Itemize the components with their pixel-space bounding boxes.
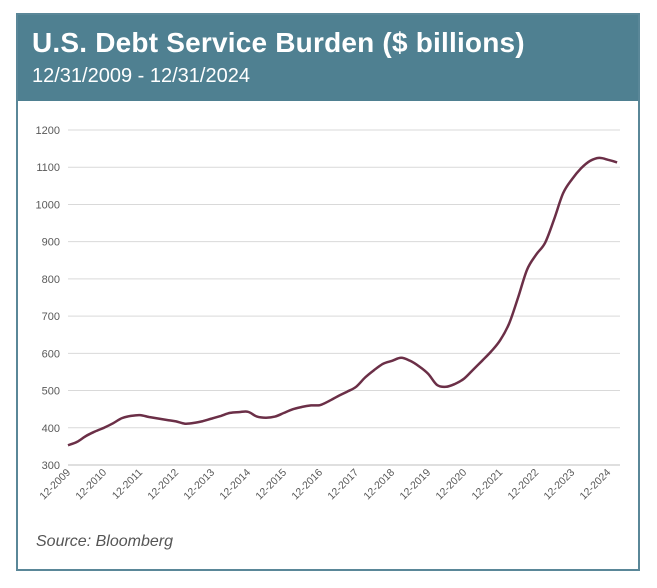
series-line <box>67 156 618 447</box>
x-tick-label: 12-2020 <box>433 467 469 503</box>
x-tick-label: 12-2016 <box>289 467 325 503</box>
x-tick-label: 12-2019 <box>397 467 433 503</box>
x-tick-label: 12-2014 <box>217 467 253 503</box>
y-tick-label: 300 <box>42 460 60 472</box>
y-tick-label: 400 <box>42 423 60 435</box>
x-tick-label: 12-2018 <box>361 467 397 503</box>
y-tick-label: 500 <box>42 386 60 398</box>
y-tick-label: 800 <box>42 274 60 286</box>
x-tick-label: 12-2023 <box>541 467 577 503</box>
x-tick-label: 12-2013 <box>181 467 217 503</box>
x-tick-label: 12-2012 <box>145 467 181 503</box>
y-tick-label: 900 <box>42 237 60 249</box>
y-tick-label: 1100 <box>36 162 60 174</box>
x-tick-label: 12-2017 <box>325 467 361 503</box>
x-tick-label: 12-2021 <box>469 467 505 503</box>
x-axis-ticks: 12-2009 12-2010 12-2011 12-2012 12-2013 12-20… <box>37 467 613 503</box>
chart-title: U.S. Debt Service Burden ($ billions) <box>32 27 525 58</box>
y-tick-label: 1000 <box>36 199 60 211</box>
y-tick-label: 700 <box>42 311 60 323</box>
line-chart: 300 400 500 600 700 800 900 1000 1100 1200 12-200… <box>36 125 620 503</box>
source-note: Source: Bloomberg <box>36 533 173 550</box>
y-tick-label: 600 <box>42 348 60 360</box>
grid-lines <box>68 129 620 429</box>
chart-subtitle: 12/31/2009 - 12/31/2024 <box>32 65 250 87</box>
x-tick-label: 12-2022 <box>505 467 541 503</box>
chart-header: U.S. Debt Service Burden ($ billions) 12… <box>18 15 638 101</box>
y-axis-ticks: 300 400 500 600 700 800 900 1000 1100 1200 <box>36 125 60 472</box>
y-tick-label: 1200 <box>36 125 60 137</box>
x-tick-label: 12-2011 <box>110 467 145 502</box>
x-tick-label: 12-2015 <box>253 467 289 503</box>
chart-frame: U.S. Debt Service Burden ($ billions) 12… <box>16 13 640 571</box>
x-tick-label: 12-2024 <box>577 467 613 503</box>
x-tick-label: 12-2010 <box>73 467 109 503</box>
series-layer <box>67 156 618 447</box>
